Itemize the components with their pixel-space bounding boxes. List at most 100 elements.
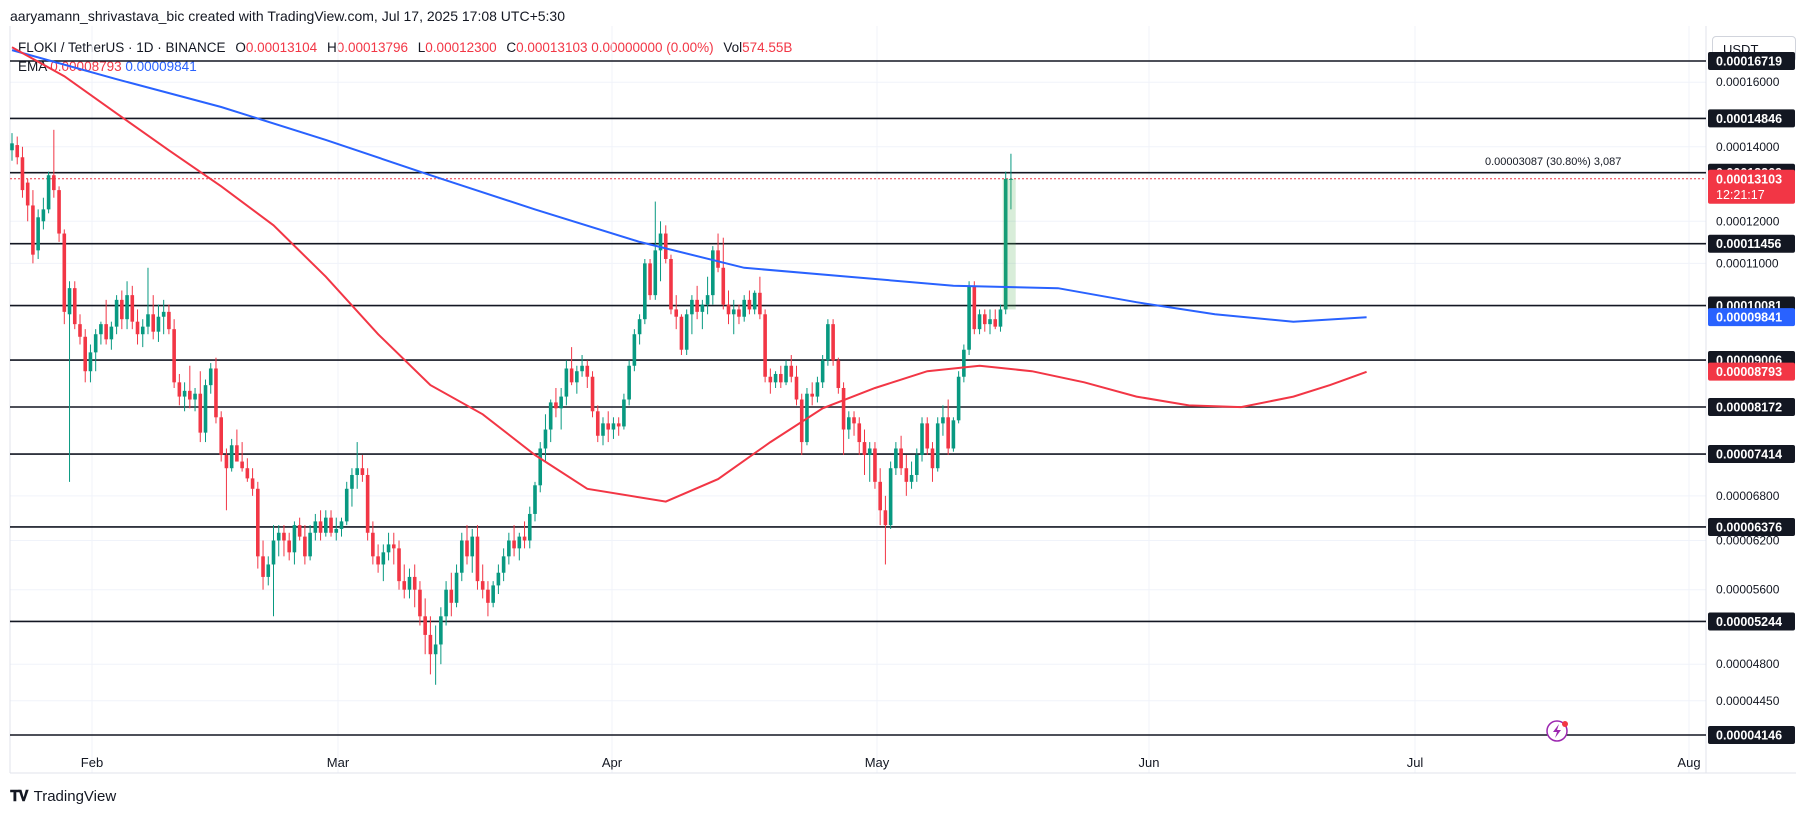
candle-body: [648, 263, 652, 296]
candle-body: [287, 540, 291, 553]
volume-value: 574.55B: [742, 40, 793, 55]
candle-body: [674, 309, 679, 317]
candle-body: [690, 299, 694, 315]
candle-body: [522, 536, 527, 541]
candle-body: [554, 402, 558, 409]
grid-lines: [9, 26, 1796, 774]
level-price-tag: 0.00014846: [1716, 112, 1782, 126]
candle-body: [726, 304, 731, 315]
candle-body: [956, 376, 961, 421]
candle-body: [1009, 178, 1013, 180]
candle-body: [914, 454, 919, 475]
candle-body: [972, 285, 977, 330]
candle-body: [486, 589, 490, 603]
ema-red-price-tag: 0.00008793: [1716, 365, 1782, 379]
candle-body: [695, 299, 699, 312]
month-tick-label: Feb: [81, 755, 103, 770]
candle-body: [402, 581, 407, 590]
candle-body: [397, 548, 401, 582]
candle-body: [256, 488, 260, 557]
candle-body: [543, 429, 548, 449]
current-price-tag: 0.00013103: [1716, 172, 1782, 186]
candle-body: [428, 634, 433, 655]
countdown-tag: 12:21:17: [1716, 188, 1765, 202]
candle-body: [779, 373, 783, 383]
price-tick-label: 0.00014000: [1716, 140, 1780, 154]
candle-body: [31, 205, 35, 255]
candle-body: [784, 365, 788, 383]
ema-red-price-tag-bg: [1708, 362, 1795, 381]
price-tick-label: 0.00006800: [1716, 489, 1780, 503]
candle-body: [25, 182, 30, 206]
candle-body: [271, 540, 276, 565]
candle-body: [721, 267, 726, 305]
candle-body: [669, 258, 673, 310]
level-price-tag: 0.00008172: [1716, 401, 1782, 415]
candle-body: [580, 365, 584, 372]
symbol-title[interactable]: FLOKI / TetherUS · 1D · BINANCE: [18, 40, 226, 55]
lightning-icon: [1553, 724, 1561, 738]
candle-body: [339, 521, 344, 529]
candle-body: [151, 314, 156, 332]
candle-body: [711, 250, 715, 296]
candle-body: [1003, 178, 1008, 310]
time-axis[interactable]: Feb Mar Apr May Jun Jul Aug: [81, 755, 1701, 770]
candle-body: [841, 387, 846, 430]
candle-body: [810, 393, 814, 397]
candle-body: [517, 536, 522, 549]
candle-body: [41, 209, 46, 222]
candle-body: [355, 468, 359, 475]
candle-body: [449, 589, 454, 603]
candle-body: [454, 572, 459, 603]
candle-body: [167, 311, 171, 330]
low-value: 0.00012300: [425, 40, 497, 55]
candle-body: [219, 417, 223, 455]
price-axis[interactable]: 0.00016000 0.00014000 0.00012000 0.00011000…: [1708, 52, 1795, 744]
symbol-legend: FLOKI / TetherUS · 1D · BINANCE O0.00013…: [18, 38, 792, 76]
candle-body: [679, 316, 684, 350]
measure-label: 0.00003087 (30.80%) 3,087: [1485, 156, 1621, 168]
candle-body: [130, 295, 135, 322]
candle-body: [240, 461, 244, 469]
candle-body: [67, 288, 72, 315]
candle-body: [475, 536, 480, 582]
candle-body: [773, 373, 778, 383]
candle-body: [371, 532, 375, 557]
candle-body: [114, 299, 119, 327]
price-tick-label: 0.00004450: [1716, 694, 1780, 708]
price-tick-label: 0.00006200: [1716, 533, 1780, 547]
candle-body: [789, 365, 794, 377]
ema-blue-value: 0.00009841: [125, 59, 197, 74]
candle-body: [99, 324, 103, 335]
candle-body: [229, 445, 234, 469]
price-tick-label: 0.00012000: [1716, 214, 1780, 228]
candle-body: [318, 521, 323, 533]
candle-body: [203, 385, 208, 433]
candle-body: [120, 299, 124, 320]
level-price-tag-bg: [1708, 234, 1795, 253]
candle-body: [836, 360, 841, 388]
close-label: C: [506, 40, 517, 55]
candle-body: [10, 143, 14, 151]
horizontal-levels: [10, 60, 1706, 736]
candle-body: [512, 540, 516, 549]
tradingview-logo[interactable]: 𝐓𝐕 TradingView: [10, 788, 116, 805]
candle-body: [611, 423, 616, 430]
candle-body: [161, 311, 166, 317]
candle-body: [737, 309, 741, 317]
candle-body: [909, 474, 914, 482]
level-price-tag: 0.00016719: [1716, 55, 1782, 69]
candle-body: [57, 190, 61, 234]
low-label: L: [417, 40, 426, 55]
level-price-tag: 0.00011456: [1716, 237, 1781, 251]
candle-body: [768, 376, 773, 383]
ema-blue-price-tag: 0.00009841: [1716, 311, 1782, 325]
candle-body: [140, 326, 145, 335]
candle-body: [391, 544, 396, 549]
candle-body: [878, 481, 882, 511]
candle-body: [527, 513, 532, 541]
candle-body: [104, 324, 108, 340]
candle-body: [15, 145, 20, 158]
candle-body: [491, 585, 495, 603]
